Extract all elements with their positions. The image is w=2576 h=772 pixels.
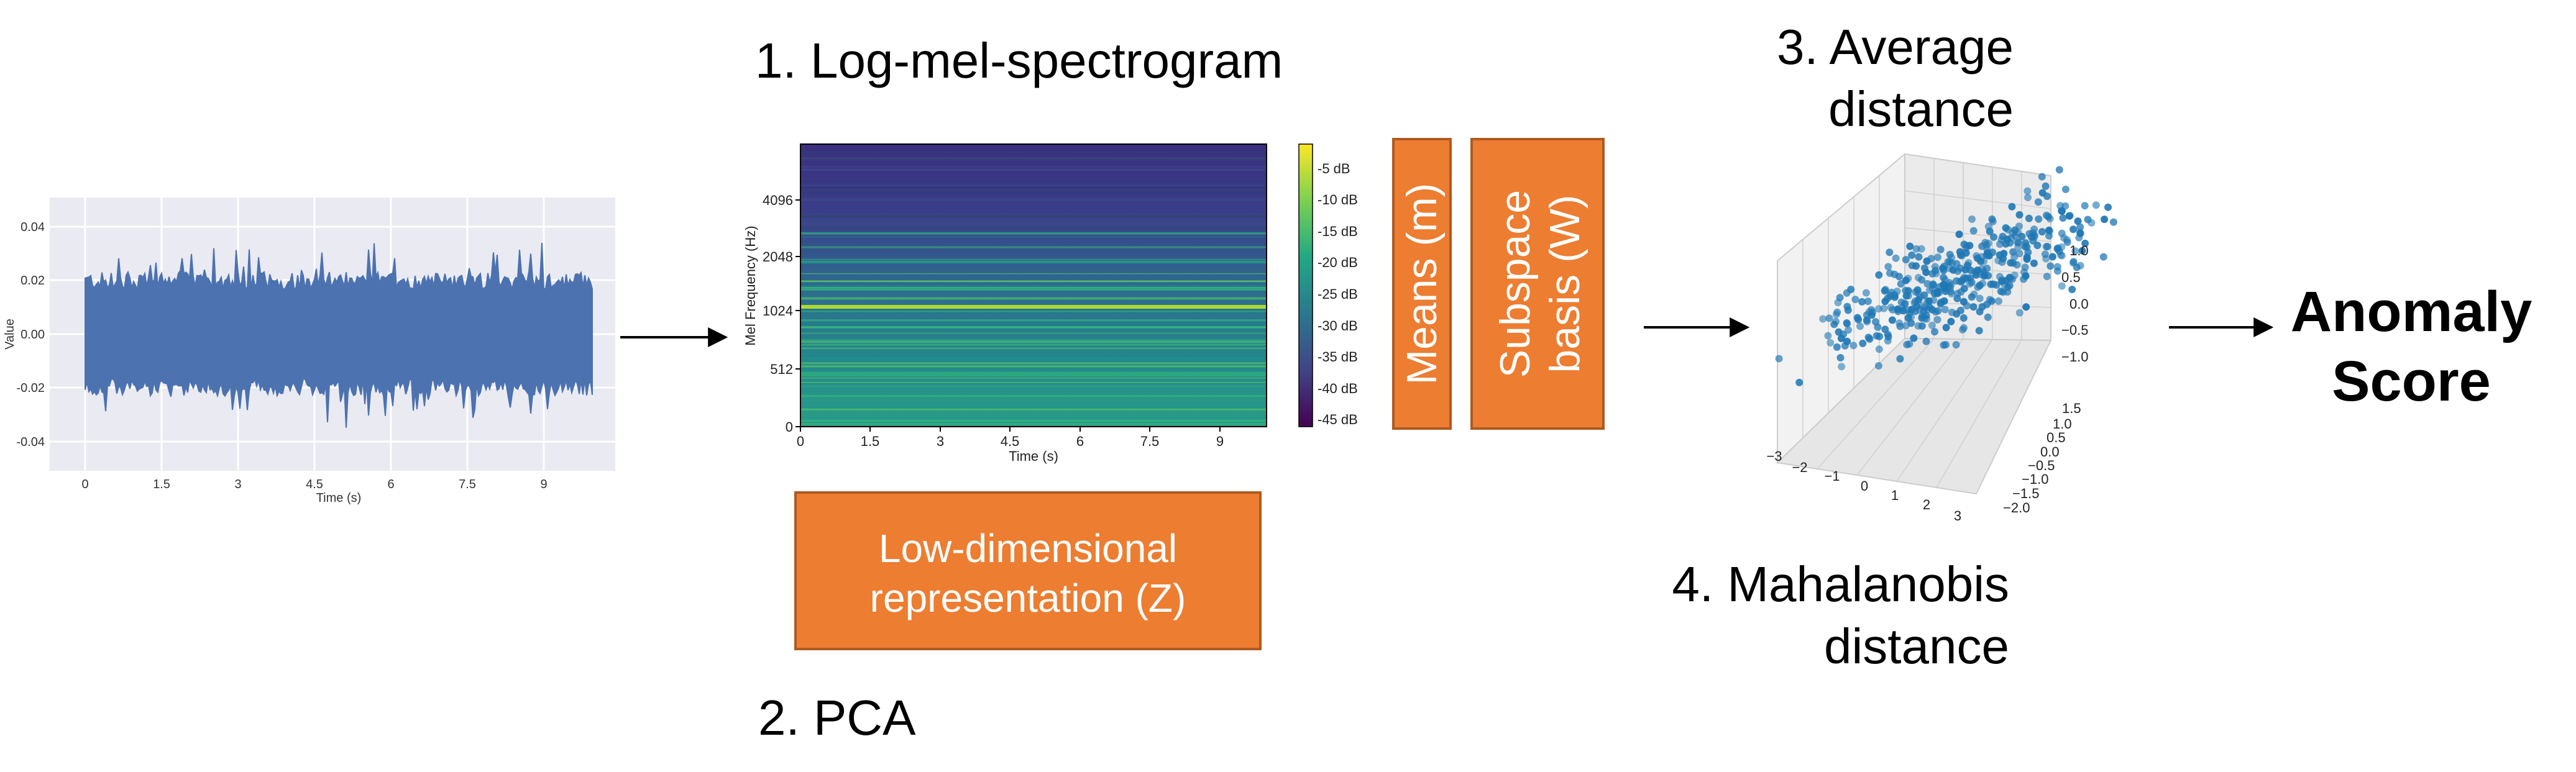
waveform-xtick: 1.5	[153, 478, 170, 491]
spectrogram-xtick: 4.5	[1001, 434, 1020, 449]
spectrogram-xtick: 6	[1076, 434, 1084, 449]
step1-title: 1. Log-mel-spectrogram	[755, 33, 1283, 88]
colorbar-tick: -35 dB	[1318, 349, 1358, 365]
waveform-xlabel: Time (s)	[316, 491, 362, 505]
colorbar	[1299, 144, 1313, 427]
scatter-ztick: 0.5	[2061, 270, 2081, 285]
spectrogram-xtick: 9	[1216, 434, 1224, 449]
waveform-ytick: 0.00	[21, 328, 45, 342]
scatter-ztick: 1.0	[2070, 243, 2089, 258]
colorbar-tick: -40 dB	[1318, 381, 1358, 396]
scatter-xtick: 0	[1861, 478, 1868, 494]
scatter-xtick: 3	[1954, 508, 1961, 524]
scatter-xtick: 1	[1891, 488, 1899, 503]
low-dimensional-box: Low-dimensional representation (Z)	[795, 493, 1260, 649]
spectrogram-xtick: 0	[797, 434, 804, 449]
waveform-xtick: 3	[234, 478, 241, 491]
waveform-xtick: 0	[81, 478, 88, 491]
scatter-3d-plot: −3 −2 −1 0 1 2 3 1.5 1.0 0.5 0.0 −0.5 −1…	[1766, 154, 2117, 524]
spectrogram-ytick: 0	[786, 419, 793, 435]
scatter-ytick: 0.5	[2047, 430, 2066, 445]
step3-title-line2: distance	[1828, 81, 2014, 137]
scatter-xtick: −2	[1792, 460, 1807, 475]
scatter-ytick: −2.0	[2003, 500, 2030, 515]
waveform-plot: 0.04 0.02 0.00 -0.02 -0.04 0 1.5 3 4.5 6…	[3, 198, 615, 505]
step2-title: 2. PCA	[758, 690, 916, 745]
scatter-ztick: −1.0	[2061, 349, 2088, 365]
step4-title-line2: distance	[1824, 619, 2009, 674]
scatter-xtick: −3	[1766, 448, 1782, 464]
colorbar-tick: -30 dB	[1318, 318, 1358, 334]
spectrogram-plot: 4096 2048 1024 512 0 0 1.5 3 4.5 6 7.5 9…	[743, 144, 1358, 464]
scatter-ytick: 1.5	[2062, 401, 2081, 416]
low-dimensional-label-line1: Low-dimensional	[879, 526, 1177, 571]
spectrogram-ytick: 4096	[763, 193, 793, 208]
colorbar-tick: -45 dB	[1318, 412, 1358, 427]
spectrogram-ytick: 1024	[763, 303, 793, 319]
colorbar-tick: -10 dB	[1318, 192, 1358, 207]
spectrogram-xlabel: Time (s)	[1009, 448, 1058, 464]
colorbar-tick: -15 dB	[1318, 224, 1358, 239]
spectrogram-xtick: 7.5	[1140, 434, 1160, 449]
waveform-ytick: 0.02	[21, 274, 45, 288]
means-box: Means (m)	[1393, 139, 1451, 429]
scatter-ztick: −0.5	[2061, 322, 2088, 338]
step3-title-line1: 3. Average	[1777, 19, 2014, 75]
step4-title-line1: 4. Mahalanobis	[1672, 556, 2009, 612]
colorbar-tick: -5 dB	[1318, 161, 1350, 176]
waveform-xtick: 4.5	[306, 478, 323, 491]
scatter-xtick: −1	[1824, 468, 1840, 484]
spectrogram-xtick: 3	[937, 434, 944, 449]
subspace-basis-box: Subspace basis (W)	[1472, 139, 1603, 429]
scatter-xtick: 2	[1923, 497, 1930, 512]
subspace-basis-label-line2: basis (W)	[1541, 194, 1588, 373]
waveform-ytick: -0.04	[16, 435, 45, 449]
colorbar-tick: -25 dB	[1318, 286, 1358, 302]
spectrogram-ytick: 512	[770, 361, 793, 377]
means-label: Means (m)	[1398, 183, 1446, 385]
spectrogram-xtick: 1.5	[861, 434, 880, 449]
anomaly-score-line2: Score	[2332, 350, 2491, 413]
spectrogram-ylabel: Mel Frequency (Hz)	[743, 225, 758, 345]
scatter-ytick: −1.0	[2022, 471, 2048, 487]
waveform-xtick: 6	[387, 478, 394, 491]
scatter-ytick: −1.5	[2012, 486, 2039, 501]
waveform-ylabel: Value	[3, 319, 17, 350]
waveform-ytick: 0.04	[21, 220, 45, 234]
scatter-ztick: 0.0	[2070, 296, 2089, 312]
spectrogram-ytick: 2048	[763, 249, 793, 265]
waveform-xtick: 7.5	[459, 478, 476, 491]
colorbar-tick: -20 dB	[1318, 255, 1358, 270]
anomaly-score-line1: Anomaly	[2291, 280, 2532, 343]
subspace-basis-label-line1: Subspace	[1492, 190, 1539, 378]
waveform-xtick: 9	[540, 478, 547, 491]
low-dimensional-label-line2: representation (Z)	[870, 576, 1186, 620]
waveform-ytick: -0.02	[16, 381, 45, 395]
